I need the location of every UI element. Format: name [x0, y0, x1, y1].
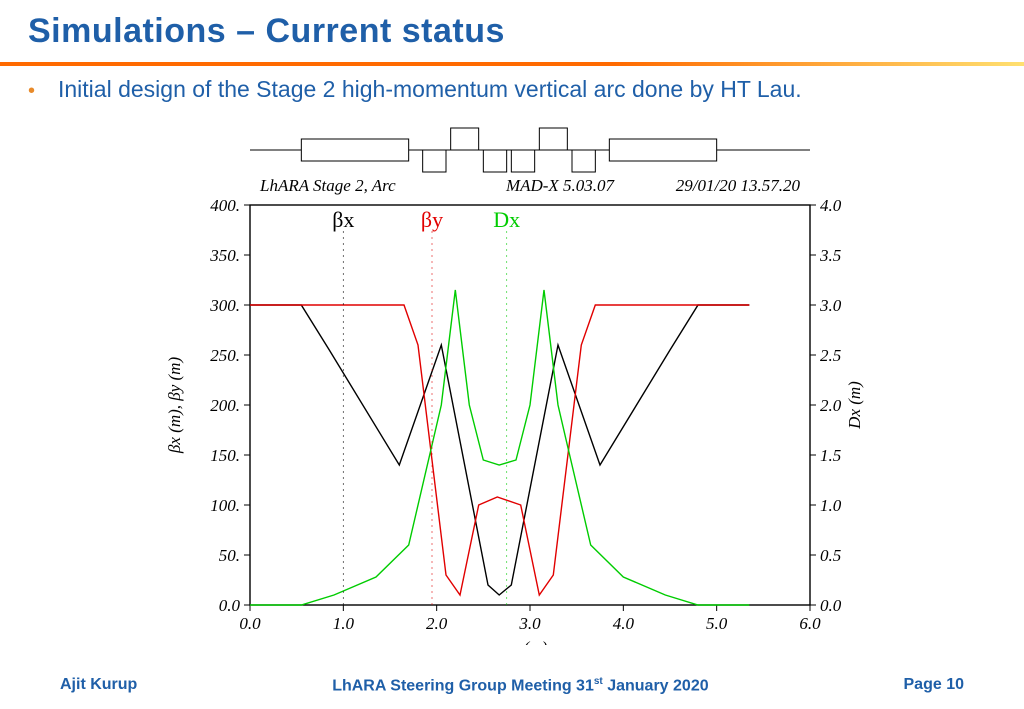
chart-container: 0.0 1.0 2.0 3.0 4.0 5.0 6.0 s (m) 0.0 50. 100. 150.…: [150, 115, 870, 645]
bullet-text: Initial design of the Stage 2 high-momen…: [58, 76, 802, 103]
svg-text:1.0: 1.0: [333, 614, 355, 633]
svg-text:1.5: 1.5: [820, 446, 841, 465]
svg-text:200.: 200.: [210, 396, 240, 415]
svg-text:6.0: 6.0: [799, 614, 821, 633]
footer-center-prefix: LhARA Steering Group Meeting 31: [332, 677, 594, 694]
svg-text:400.: 400.: [210, 196, 240, 215]
svg-text:2.5: 2.5: [820, 346, 841, 365]
svg-text:300.: 300.: [209, 296, 240, 315]
svg-text:3.0: 3.0: [819, 296, 842, 315]
footer-center-sup: st: [594, 676, 603, 687]
svg-text:1.0: 1.0: [820, 496, 842, 515]
svg-text:βx (m), βy (m): βx (m), βy (m): [165, 357, 184, 455]
divider-rule: [0, 62, 1024, 66]
svg-text:4.0: 4.0: [613, 614, 635, 633]
svg-text:350.: 350.: [209, 246, 240, 265]
svg-text:150.: 150.: [210, 446, 240, 465]
svg-text:50.: 50.: [219, 546, 240, 565]
svg-text:3.5: 3.5: [819, 246, 841, 265]
footer-author: Ajit Kurup: [60, 676, 137, 695]
svg-text:0.0: 0.0: [239, 614, 261, 633]
svg-text:βy: βy: [421, 207, 443, 232]
svg-text:Dx: Dx: [493, 207, 520, 232]
svg-text:100.: 100.: [210, 496, 240, 515]
svg-text:29/01/20 13.57.20: 29/01/20 13.57.20: [676, 176, 801, 195]
svg-text:0.5: 0.5: [820, 546, 841, 565]
footer: Ajit Kurup LhARA Steering Group Meeting …: [0, 676, 1024, 695]
footer-center: LhARA Steering Group Meeting 31st Januar…: [332, 676, 708, 695]
svg-text:0.0: 0.0: [820, 596, 842, 615]
svg-text:Dx (m): Dx (m): [845, 381, 864, 430]
svg-text:5.0: 5.0: [706, 614, 728, 633]
svg-text:4.0: 4.0: [820, 196, 842, 215]
svg-text:s (m): s (m): [513, 638, 548, 645]
svg-text:MAD-X 5.03.07: MAD-X 5.03.07: [505, 176, 616, 195]
svg-text:250.: 250.: [210, 346, 240, 365]
bullet-glyph: •: [28, 80, 35, 103]
svg-text:0.0: 0.0: [219, 596, 241, 615]
svg-text:LhARA Stage 2, Arc: LhARA Stage 2, Arc: [259, 176, 396, 195]
svg-text:βx: βx: [332, 207, 354, 232]
footer-page: Page 10: [904, 676, 964, 695]
footer-center-suffix: January 2020: [603, 677, 709, 694]
svg-text:3.0: 3.0: [518, 614, 541, 633]
chart-svg: 0.0 1.0 2.0 3.0 4.0 5.0 6.0 s (m) 0.0 50. 100. 150.…: [150, 115, 870, 645]
slide-title: Simulations – Current status: [28, 12, 505, 51]
svg-text:2.0: 2.0: [426, 614, 448, 633]
svg-text:2.0: 2.0: [820, 396, 842, 415]
